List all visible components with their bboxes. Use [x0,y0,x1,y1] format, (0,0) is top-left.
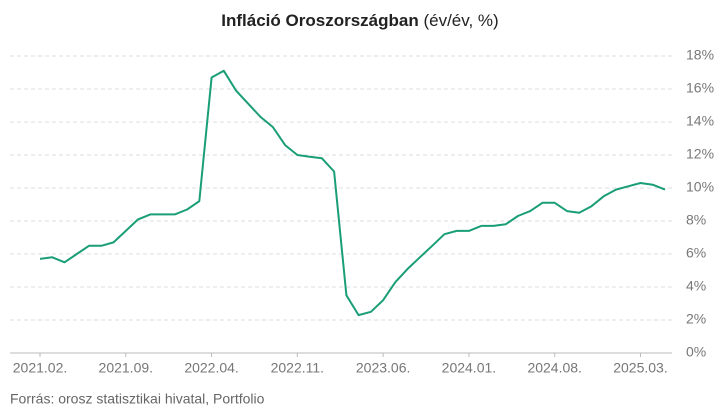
x-tick-label: 2022.11. [271,360,324,376]
chart-subtitle: (év/év, %) [423,11,498,30]
x-tick-label: 2025.03. [613,360,668,376]
y-tick-label: 10% [686,179,714,195]
y-tick-label: 12% [686,146,714,162]
y-tick-label: 6% [686,245,706,261]
x-tick-label: 2024.08. [527,360,582,376]
chart-title-line: Infláció Oroszországban (év/év, %) [221,11,498,30]
y-tick-label: 18% [686,47,714,63]
x-tick-label: 2024.01. [442,360,497,376]
x-tick-label: 2023.06. [356,360,411,376]
y-tick-label: 14% [686,113,714,129]
y-tick-label: 4% [686,278,706,294]
source: Forrás: orosz statisztikai hivatal, Port… [10,391,265,407]
x-tick-label: 2021.02. [13,360,68,376]
y-tick-label: 16% [686,80,714,96]
line-series [39,69,666,317]
chart-title: Infláció Oroszországban [221,11,418,30]
x-tick-label: 2022.04. [184,360,239,376]
y-tick-label: 0% [686,344,706,360]
y-tick-label: 2% [686,311,706,327]
y-tick-label: 8% [686,212,706,228]
x-tick-label: 2021.09. [99,360,154,376]
